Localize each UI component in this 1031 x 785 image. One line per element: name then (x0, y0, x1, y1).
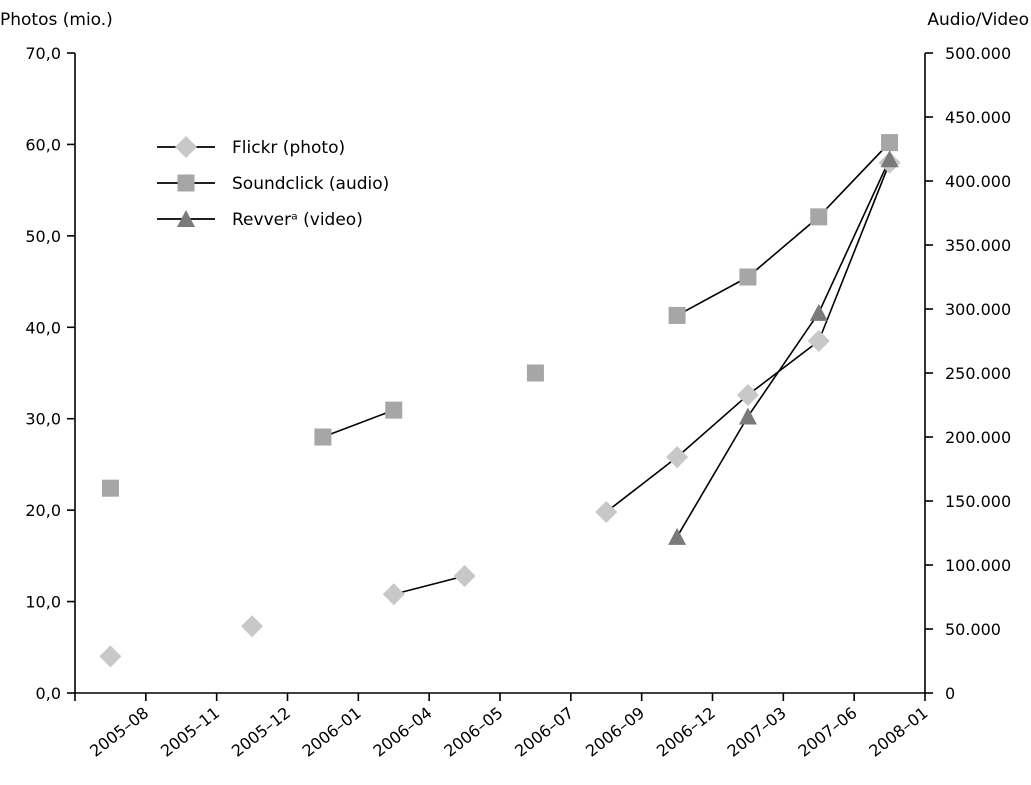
right-tick-label: 50.000 (945, 620, 1001, 639)
left-tick-label: 0,0 (36, 684, 61, 703)
triangle-series-segment (747, 312, 820, 417)
triangle-series-segment (818, 158, 891, 314)
triangle-data-point (880, 150, 899, 168)
diamond-series-segment (676, 394, 749, 458)
square-data-point (314, 428, 332, 446)
legend-label: Revverᵃ (video) (232, 210, 363, 230)
diamond-data-point (736, 383, 759, 406)
diamond-data-point (666, 446, 689, 469)
square-data-point (526, 364, 544, 382)
right-tick-label: 150.000 (945, 492, 1011, 511)
x-tick-label: 2006–09 (582, 703, 648, 761)
triangle-data-point (738, 407, 757, 425)
square-series-segment (676, 276, 749, 317)
right-tick-label: 500.000 (945, 44, 1011, 63)
square-series-segment (322, 409, 395, 438)
right-tick-label: 350.000 (945, 236, 1011, 255)
right-tick-label: 300.000 (945, 300, 1011, 319)
diamond-data-point (241, 615, 264, 638)
diamond-data-point (99, 645, 122, 668)
left-tick-label: 20,0 (25, 501, 61, 520)
right-tick-label: 450.000 (945, 108, 1011, 127)
legend-triangle-marker (177, 210, 195, 227)
left-axis-title: Photos (mio.) (0, 10, 113, 30)
diamond-series-segment (818, 162, 891, 342)
left-tick-label: 30,0 (25, 410, 61, 429)
square-data-point (668, 306, 686, 324)
right-tick-label: 200.000 (945, 428, 1011, 447)
square-data-point (739, 268, 757, 286)
left-tick-label: 40,0 (25, 318, 61, 337)
right-tick-label: 100.000 (945, 556, 1011, 575)
x-tick-label: 2006–07 (511, 703, 577, 761)
right-tick-label: 250.000 (945, 364, 1011, 383)
x-tick-label: 2005–12 (228, 703, 294, 761)
x-tick-label: 2007–06 (794, 703, 860, 761)
square-series-segment (747, 216, 820, 278)
x-tick-label: 2006–05 (440, 703, 506, 761)
square-data-point (385, 401, 403, 419)
x-tick-label: 2006–04 (369, 703, 435, 761)
diamond-data-point (595, 500, 618, 523)
legend-label: Soundclick (audio) (232, 174, 389, 194)
lines-layer (322, 142, 891, 596)
right-tick-label: 0 (945, 684, 955, 703)
square-data-point (101, 479, 119, 497)
legend-square-marker (177, 174, 195, 192)
diamond-series-segment (393, 575, 465, 596)
diamond-data-point (807, 330, 830, 352)
x-tick-label: 2005–11 (157, 703, 223, 761)
left-tick-label: 70,0 (25, 44, 61, 63)
x-tick-label: 2005–08 (86, 703, 152, 761)
diamond-series-segment (605, 456, 678, 513)
square-data-point (881, 134, 899, 152)
x-tick-label: 2006–12 (653, 703, 719, 761)
triangle-data-point (809, 303, 828, 321)
diamond-data-point (382, 583, 405, 606)
square-series-segment (818, 142, 891, 218)
legend-diamond-marker (175, 136, 197, 158)
x-tick-label: 2006–01 (299, 703, 365, 761)
x-tick-label: 2007–03 (724, 703, 790, 761)
diamond-data-point (453, 564, 476, 587)
diamond-series-segment (747, 340, 820, 396)
markers-layer (99, 134, 901, 668)
triangle-data-point (668, 527, 687, 545)
right-axis-title: Audio/Video (927, 10, 1029, 30)
left-tick-label: 10,0 (25, 593, 61, 612)
triangle-series-segment (676, 416, 749, 538)
right-tick-label: 400.000 (945, 172, 1011, 191)
x-tick-label: 2008–01 (865, 703, 931, 761)
square-data-point (810, 208, 828, 226)
legend-label: Flickr (photo) (232, 138, 345, 158)
left-tick-label: 50,0 (25, 227, 61, 246)
left-tick-label: 60,0 (25, 135, 61, 154)
